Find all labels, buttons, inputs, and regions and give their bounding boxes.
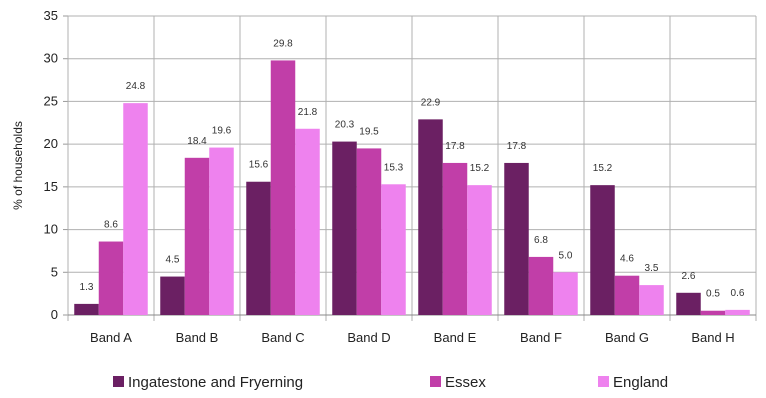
bar (700, 310, 726, 315)
x-category-label: Band E (434, 330, 477, 345)
bar (270, 60, 296, 316)
y-tick-label: 10 (44, 222, 58, 237)
y-tick-label: 20 (44, 136, 58, 151)
y-tick-label: 5 (51, 264, 58, 279)
bar (639, 285, 664, 315)
data-label: 6.8 (534, 235, 548, 246)
bar (209, 147, 234, 315)
data-label: 20.3 (335, 120, 355, 131)
x-category-label: Band G (605, 330, 649, 345)
bar (356, 148, 382, 315)
bar (725, 309, 750, 315)
data-label: 18.4 (187, 136, 207, 147)
bar (74, 303, 99, 315)
bar (246, 181, 271, 315)
data-label: 2.6 (682, 271, 696, 282)
data-label: 3.5 (645, 263, 659, 274)
legend-swatch (113, 376, 124, 387)
bar (160, 276, 185, 315)
y-tick-label: 30 (44, 51, 58, 66)
x-category-labels: Band A Band B Band C Band D Band E Band F Band… (90, 330, 735, 345)
x-category-label: Band F (520, 330, 562, 345)
data-label: 15.2 (593, 163, 613, 174)
y-tick-label: 0 (51, 307, 58, 322)
data-label: 4.6 (620, 254, 634, 265)
data-label: 17.8 (507, 141, 527, 152)
bar (98, 241, 124, 315)
x-category-label: Band A (90, 330, 132, 345)
legend: Ingatestone and Fryerning Essex England (113, 374, 668, 391)
y-tick-labels: 0 5 10 15 20 25 30 35 (44, 8, 58, 322)
gridlines (63, 15, 757, 321)
bar (590, 185, 615, 315)
data-label: 15.6 (249, 160, 269, 171)
data-label: 0.5 (706, 289, 720, 300)
x-category-label: Band H (691, 330, 734, 345)
data-label: 19.5 (359, 126, 379, 137)
data-label: 15.2 (470, 163, 490, 174)
bar (504, 162, 529, 315)
y-tick-label: 35 (44, 8, 58, 23)
bar (614, 275, 640, 315)
x-category-label: Band D (347, 330, 390, 345)
bar (442, 162, 468, 315)
legend-label: England (613, 374, 668, 391)
bar (676, 292, 701, 315)
data-label: 5.0 (559, 250, 573, 261)
x-category-label: Band C (261, 330, 304, 345)
data-labels: 1.3 8.6 24.8 4.5 18.4 19.6 15.6 29.8 21.8 20.3 19.… (80, 38, 745, 299)
bar (418, 119, 443, 316)
legend-label: Essex (445, 374, 486, 391)
y-tick-label: 25 (44, 93, 58, 108)
data-label: 29.8 (273, 38, 293, 49)
bars (74, 60, 750, 316)
bar (467, 185, 492, 315)
bar (184, 157, 210, 315)
legend-label: Ingatestone and Fryerning (128, 374, 303, 391)
y-axis-label: % of households (11, 121, 25, 210)
data-label: 1.3 (80, 282, 94, 293)
data-label: 24.8 (126, 81, 146, 92)
data-label: 17.8 (445, 141, 465, 152)
bar (295, 128, 320, 315)
y-tick-label: 15 (44, 179, 58, 194)
bar (553, 272, 578, 315)
bar (123, 103, 148, 315)
data-label: 19.6 (212, 126, 232, 137)
legend-swatch (598, 376, 609, 387)
data-label: 0.6 (731, 288, 745, 299)
data-label: 4.5 (166, 255, 180, 266)
data-label: 8.6 (104, 220, 118, 231)
bar (332, 141, 357, 315)
data-label: 21.8 (298, 107, 318, 118)
bar (528, 256, 554, 315)
bar (381, 184, 406, 315)
legend-swatch (430, 376, 441, 387)
data-label: 22.9 (421, 97, 441, 108)
data-label: 15.3 (384, 162, 404, 173)
x-category-label: Band B (176, 330, 219, 345)
